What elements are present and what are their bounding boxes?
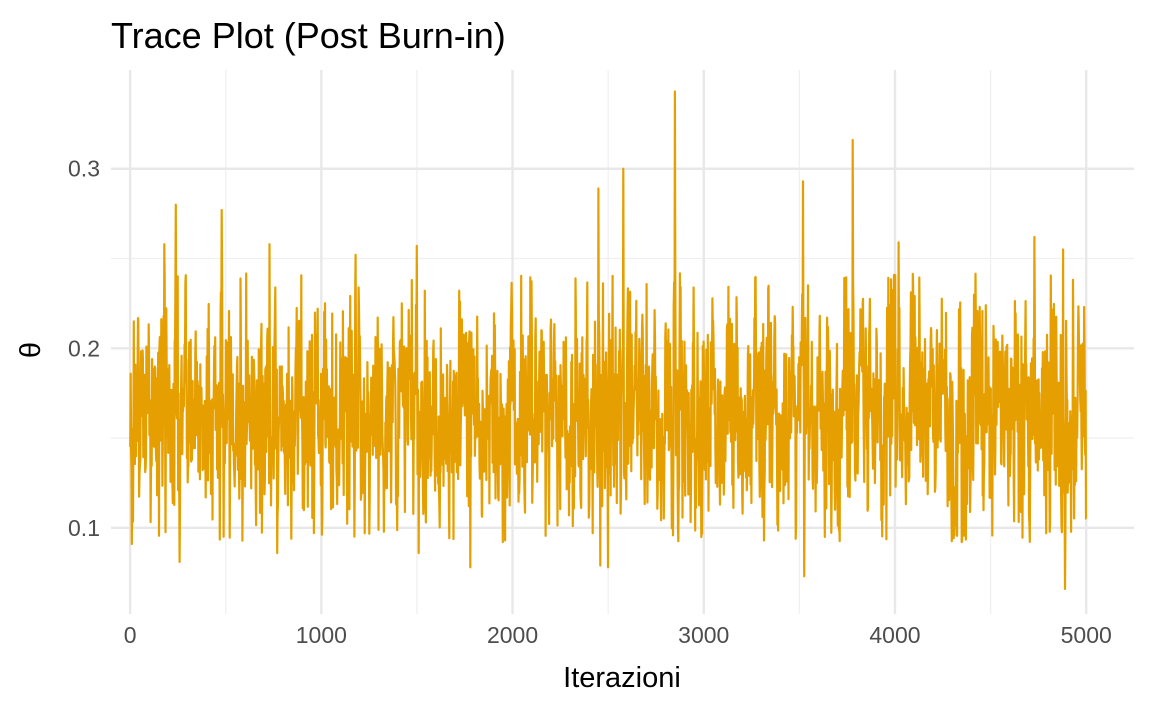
- series-layer: [129, 90, 1088, 591]
- y-tick-label-0: 0.1: [68, 515, 100, 541]
- x-tick-label-1: 1000: [296, 622, 347, 648]
- y-axis-title: θ: [15, 342, 47, 358]
- y-tick-label-2: 0.3: [68, 156, 100, 182]
- x-tick-label-5: 5000: [1061, 622, 1112, 648]
- y-tick-label-1: 0.2: [68, 335, 100, 361]
- x-tick-label-4: 4000: [869, 622, 920, 648]
- x-axis-tick-labels: 0 1000 2000 3000 4000 5000: [124, 622, 1112, 648]
- x-axis-title: Iterazioni: [563, 662, 681, 694]
- trace-line-series-0: [129, 90, 1088, 591]
- x-tick-label-3: 3000: [678, 622, 729, 648]
- y-axis-tick-labels: 0.1 0.2 0.3: [68, 156, 100, 541]
- x-tick-label-0: 0: [124, 622, 137, 648]
- x-tick-label-2: 2000: [487, 622, 538, 648]
- chart-title: Trace Plot (Post Burn-in): [111, 15, 506, 56]
